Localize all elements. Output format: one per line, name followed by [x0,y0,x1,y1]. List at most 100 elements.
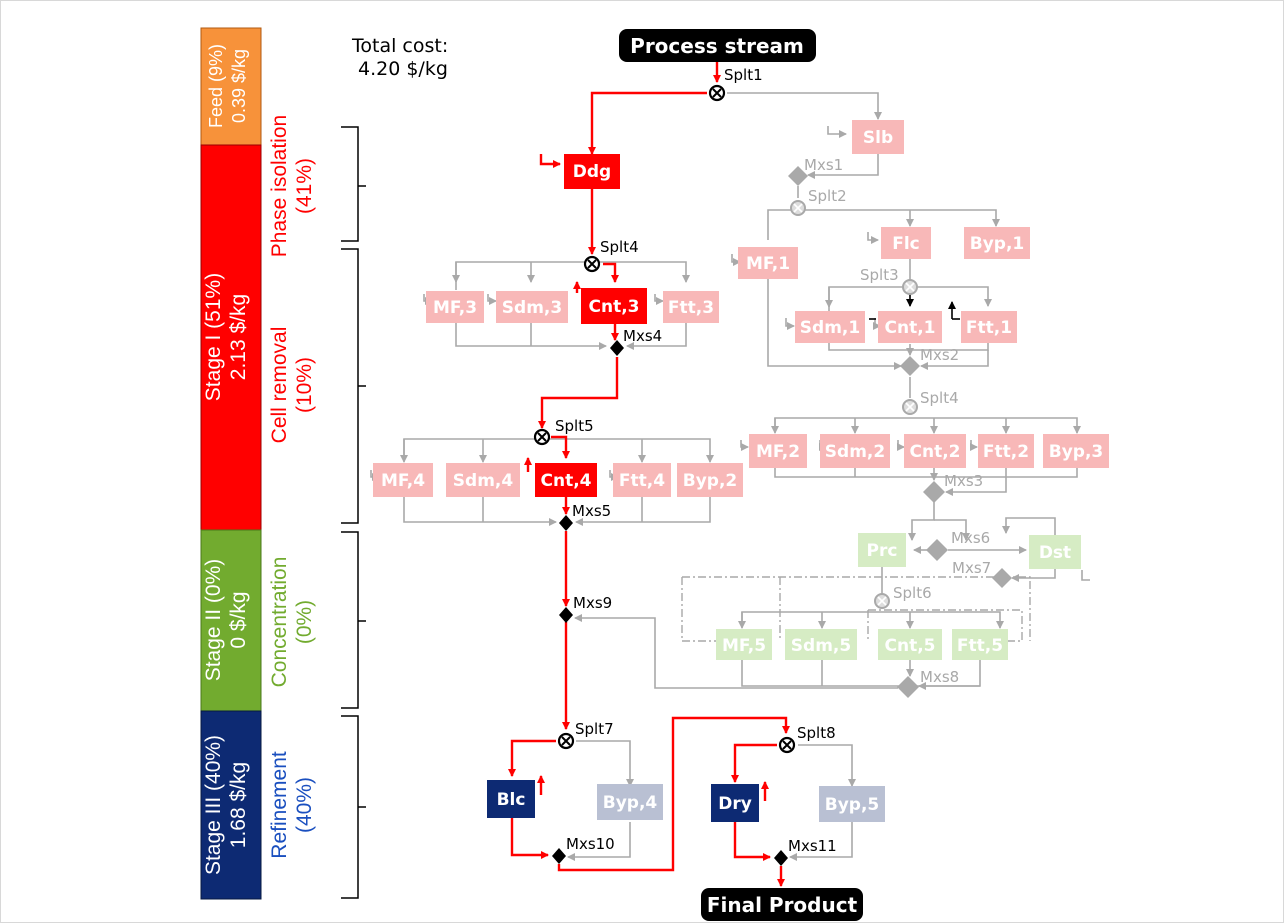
label-mxs3: Mxs3 [944,472,983,490]
node-symbols [533,84,1012,866]
label-mxs10: Mxs10 [566,835,615,853]
unit-flc-label: Flc [892,234,920,254]
stage-bar: Feed (9%) 0.39 $/kg Stage I (51%) 2.13 $… [200,27,262,900]
label-splt2: Splt2 [808,187,847,205]
unit-ftt2-label: Ftt,2 [983,442,1029,462]
unit-mf4-label: MF,4 [381,471,425,491]
stage-feed-line2: 0.39 $/kg [229,49,249,123]
label-splt4-main: Splt4 [600,238,639,256]
stage-1-line2: 2.13 $/kg [227,294,250,380]
section-phase-isolation-line2: (41%) [293,158,316,214]
final-product-label: Final Product [707,893,858,917]
splitter-splt5 [533,428,551,446]
label-splt3: Splt3 [860,266,899,284]
section-labels: Phase isolation (41%) Cell removal (10%)… [268,115,366,899]
unit-ftt1-box [961,311,1017,343]
unit-sdm1-box [795,311,865,343]
unit-mf5-label: MF,5 [722,636,766,656]
stage-2-line1: Stage II (0%) [202,559,225,682]
splitter-splt4-main [583,255,601,273]
label-splt7: Splt7 [575,720,614,738]
unit-ftt3-label: Ftt,3 [668,298,714,318]
stage-3-line2: 1.68 $/kg [227,762,250,848]
unit-cnt5-label: Cnt,5 [885,636,936,656]
section-concentration-line1: Concentration [268,557,291,688]
concentration-dashdot-boxes [681,576,1031,642]
stage-1-block [200,144,262,531]
unit-byp1-label: Byp,1 [970,234,1025,254]
section-cell-removal-line1: Cell removal [268,327,291,444]
process-stream-box [619,29,816,62]
stage-2-line2: 0 $/kg [227,591,250,648]
unit-mf2-label: MF,2 [756,442,800,462]
label-mxs1: Mxs1 [804,156,843,174]
process-stream-label: Process stream [630,34,804,58]
unit-prc-box [858,533,906,567]
unit-mf3-box [426,291,484,323]
stage-feed-line1: Feed (9%) [206,44,226,128]
label-mxs4: Mxs4 [623,327,662,345]
unit-mf1-label: MF,1 [746,254,790,274]
mixer-mxs1 [788,166,808,186]
mixer-mxs9 [559,607,573,623]
label-mxs7: Mxs7 [952,559,991,577]
total-cost-value: 4.20 $/kg [358,58,448,80]
unit-ftt4-label: Ftt,4 [619,471,665,491]
unit-byp4-label: Byp,4 [603,793,658,813]
label-mxs5: Mxs5 [572,502,611,520]
unit-cnt1-box [878,311,942,343]
total-cost-label: Total cost: [351,35,448,57]
unit-ddg-box [564,154,620,189]
splitter-splt4-alt [902,399,918,415]
stage-2-block [200,529,262,712]
label-splt1: Splt1 [724,66,763,84]
unit-dst-label: Dst [1039,543,1071,563]
unit-mf4-box [373,463,433,497]
mixer-mxs8 [897,676,919,698]
unit-byp5-box [819,786,885,822]
unit-ftt5-box [952,629,1008,660]
unit-sdm3-box [496,291,568,323]
mixer-mxs11 [774,850,788,866]
unit-slb-label: Slb [863,128,893,148]
unit-ftt4-box [613,463,671,497]
unit-dry-box [711,784,759,822]
mixer-mxs6 [926,539,948,561]
unit-mf2-box [749,434,807,468]
mixer-mxs7 [992,568,1012,588]
unit-cnt3-label: Cnt,3 [589,297,640,317]
brace-concentration [341,531,366,709]
unit-blocks: Slb Ddg Flc Byp,1 MF,1 MF,3 Sdm,3 Cnt,3 … [373,120,1109,822]
splitter-splt1 [708,84,726,102]
unit-cnt4-box [535,463,597,497]
section-refinement-line1: Refinement [268,751,291,859]
splitter-splt6 [874,593,890,609]
unit-byp4-box [597,784,663,820]
unit-prc-label: Prc [867,541,898,561]
unit-blc-box [487,780,535,818]
active-flow-path [508,62,790,887]
unit-dry-label: Dry [718,794,752,814]
inactive-flow-lines [370,92,1090,861]
splitter-splt3 [902,279,918,295]
unit-sdm2-box [820,434,890,468]
stage-3-line1: Stage III (40%) [202,735,225,875]
stage-3-block [200,710,262,900]
unit-sdm3-label: Sdm,3 [502,298,562,318]
splitter-splt7 [557,732,575,750]
label-splt5: Splt5 [555,417,594,435]
splitter-splt2 [790,200,806,216]
unit-cnt4-label: Cnt,4 [541,471,592,491]
mixer-mxs2 [900,356,920,376]
label-mxs2: Mxs2 [920,346,959,364]
unit-blc-label: Blc [497,790,526,810]
section-refinement-line2: (40%) [293,777,316,833]
unit-sdm1-label: Sdm,1 [800,318,860,338]
section-phase-isolation-line1: Phase isolation [268,115,291,257]
unit-cnt2-box [904,434,966,468]
section-cell-removal-line2: (10%) [293,357,316,413]
label-mxs9: Mxs9 [573,594,612,612]
unit-cnt3-box [581,288,647,324]
node-labels: Splt1 Mxs1 Splt2 Splt3 Splt4 Mxs4 Mxs2 S… [555,66,991,855]
